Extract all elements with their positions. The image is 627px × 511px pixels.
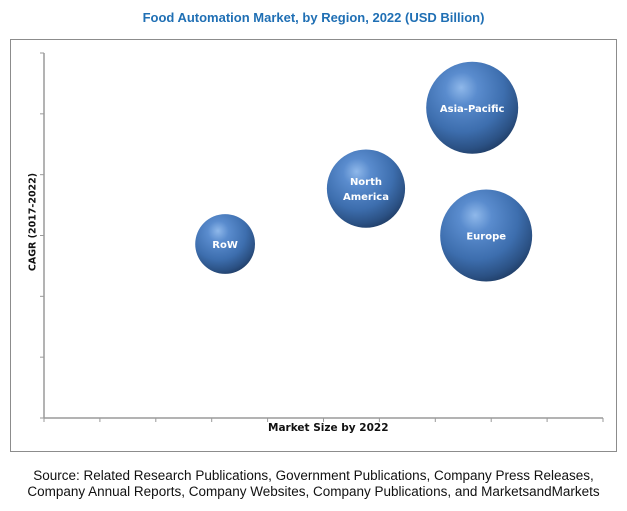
y-axis-label: CAGR (2017-2022) xyxy=(27,172,39,272)
bubble-north-america-circle xyxy=(326,149,406,228)
bubble-label: Asia-Pacific xyxy=(440,104,505,115)
bubble-row: RoW xyxy=(195,214,256,274)
source-line-1: Source: Related Research Publications, G… xyxy=(33,468,594,483)
bubble-europe: Europe xyxy=(440,189,533,282)
source-line-2: Company Annual Reports, Company Websites… xyxy=(27,484,600,499)
bubble-label: RoW xyxy=(212,240,238,251)
bubble-europe-circle xyxy=(440,189,533,282)
x-axis-label: Market Size by 2022 xyxy=(268,422,389,434)
bubble-label: America xyxy=(343,192,389,203)
axes xyxy=(40,52,604,422)
bubbles: Asia-Pacific North America Europe RoW xyxy=(195,61,533,282)
bubble-asia-pacific: Asia-Pacific xyxy=(426,61,519,154)
chart-frame xyxy=(10,39,617,452)
bubble-label: North xyxy=(350,177,382,188)
bubble-row-circle xyxy=(195,214,256,274)
source-note: Source: Related Research Publications, G… xyxy=(0,468,627,500)
bubble-north-america: North America xyxy=(326,149,406,228)
bubble-asia-pacific-circle xyxy=(426,61,519,154)
bubble-label: Europe xyxy=(466,232,506,243)
chart-title: Food Automation Market, by Region, 2022 … xyxy=(142,10,485,25)
